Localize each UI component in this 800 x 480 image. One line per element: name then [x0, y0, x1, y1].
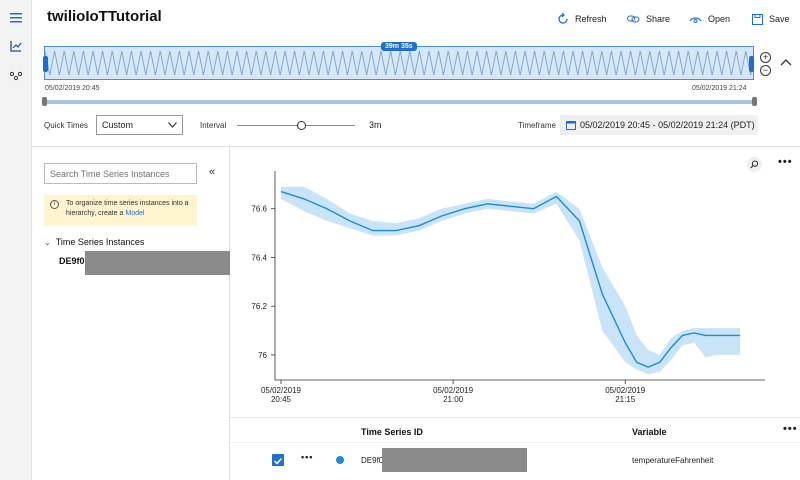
brush-duration-badge: 39m 35s	[381, 42, 417, 51]
brush-right-handle[interactable]	[749, 56, 754, 72]
chevron-down-icon: ⌄	[44, 238, 51, 247]
y-tick-label: 76.6	[251, 205, 267, 214]
x-tick-label-date: 05/02/2019	[261, 386, 302, 395]
confidence-band	[281, 186, 740, 375]
open-icon	[689, 17, 702, 23]
col-header-variable[interactable]: Variable	[632, 427, 667, 437]
x-tick-label-time: 21:15	[615, 395, 636, 404]
series-line	[280, 190, 740, 368]
row-more-icon[interactable]: •••	[301, 452, 314, 462]
timeframe-picker[interactable]: 05/02/2019 20:45 - 05/02/2019 21:24 (PDT…	[560, 115, 758, 135]
menu-icon[interactable]	[8, 10, 24, 26]
table-more-icon[interactable]: •••	[783, 423, 798, 435]
x-tick-label-date: 05/02/2019	[605, 386, 646, 395]
collapse-panel-icon[interactable]: «	[209, 166, 216, 178]
x-tick-label-date: 05/02/2019	[433, 386, 474, 395]
chart-icon[interactable]	[8, 38, 24, 54]
info-banner: i To organize time series instances into…	[44, 195, 197, 226]
magnifier-icon	[750, 160, 759, 169]
time-brush[interactable]	[43, 46, 754, 80]
info-icon: i	[50, 200, 59, 209]
left-rail	[0, 0, 32, 480]
y-tick-label: 76.4	[251, 253, 267, 262]
redaction-block	[382, 448, 527, 472]
search-input[interactable]	[44, 163, 197, 184]
save-icon	[752, 13, 763, 25]
y-tick-label: 76	[258, 351, 267, 360]
zoom-in-icon[interactable]: +	[760, 52, 771, 63]
save-button[interactable]: Save	[752, 11, 790, 27]
app-title: twilioIoTTutorial	[47, 8, 162, 25]
interval-slider-knob[interactable]	[297, 121, 307, 130]
info-text: To organize time series instances into a…	[66, 200, 189, 217]
brush-left-handle[interactable]	[43, 56, 48, 72]
quick-times-value: Custom	[102, 120, 134, 130]
open-button[interactable]: Open	[689, 11, 730, 27]
checkmark-icon	[273, 457, 283, 465]
row-checkbox[interactable]	[272, 454, 284, 466]
calendar-icon	[566, 121, 576, 130]
open-label: Open	[708, 14, 731, 24]
range-slider-end-knob[interactable]	[752, 97, 757, 106]
y-tick-label: 76.2	[251, 302, 267, 311]
brush-end-time: 05/02/2019 21:24	[692, 85, 747, 92]
refresh-button[interactable]: Refresh	[557, 11, 607, 27]
chart-search-button[interactable]	[747, 157, 762, 172]
redaction-block	[85, 251, 230, 275]
brush-start-time: 05/02/2019 20:45	[45, 85, 100, 92]
save-label: Save	[769, 14, 790, 24]
chevron-down-icon	[168, 122, 177, 128]
quick-times-select[interactable]: Custom	[96, 115, 183, 135]
range-slider-track[interactable]	[45, 100, 755, 104]
interval-slider-track[interactable]	[237, 125, 355, 126]
model-link[interactable]: Model	[125, 210, 145, 217]
x-tick-label-time: 21:00	[443, 395, 464, 404]
x-tick-label-time: 20:45	[271, 395, 292, 404]
zoom-out-icon[interactable]: −	[760, 65, 771, 76]
refresh-label: Refresh	[575, 14, 607, 24]
timeframe-value: 05/02/2019 20:45 - 05/02/2019 21:24 (PDT…	[580, 120, 755, 130]
brush-sparkline	[45, 50, 753, 76]
chart-more-icon[interactable]: •••	[778, 156, 793, 168]
share-icon	[627, 15, 640, 23]
series-color-dot	[336, 456, 344, 464]
chevron-up-icon[interactable]	[780, 58, 792, 66]
row-series-id: DE9f0	[361, 456, 384, 465]
row-variable: temperatureFahrenheit	[632, 456, 714, 465]
timeframe-label: Timeframe	[518, 121, 556, 130]
share-button[interactable]: Share	[627, 11, 670, 27]
col-header-id[interactable]: Time Series ID	[361, 427, 423, 437]
hierarchy-icon[interactable]	[8, 68, 24, 84]
table-row-divider	[230, 442, 800, 443]
tree-header[interactable]: ⌄ Time Series Instances	[44, 237, 144, 247]
grid-divider	[230, 417, 800, 418]
refresh-icon	[558, 13, 568, 24]
share-label: Share	[646, 14, 671, 24]
controls-divider	[32, 146, 800, 147]
interval-value: 3m	[369, 120, 382, 130]
range-slider-start-knob[interactable]	[42, 97, 47, 106]
quick-times-label: Quick Times	[44, 121, 89, 130]
tree-instance-item[interactable]: DE9f0	[59, 256, 85, 266]
line-chart: 7676.276.476.605/02/201920:4505/02/20192…	[251, 171, 765, 404]
interval-label: Interval	[200, 121, 227, 130]
tree-header-label: Time Series Instances	[55, 237, 145, 247]
